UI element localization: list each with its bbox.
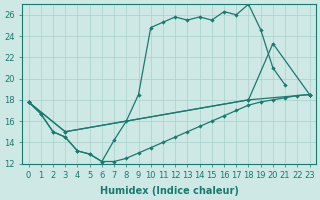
X-axis label: Humidex (Indice chaleur): Humidex (Indice chaleur) xyxy=(100,186,238,196)
